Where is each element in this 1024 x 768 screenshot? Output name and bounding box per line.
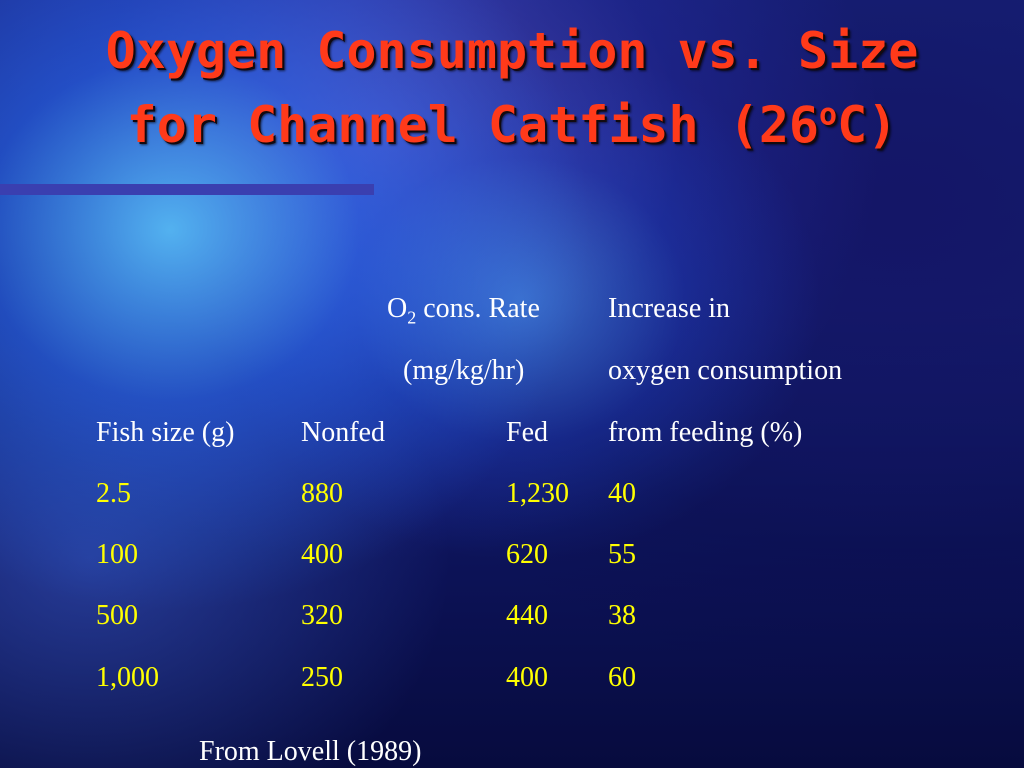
row-1-nonfed: 880 <box>301 478 343 509</box>
row-1-fed: 1,230 <box>506 478 569 509</box>
increase-header-line-3: from feeding (%) <box>608 417 803 448</box>
increase-header-line-2: oxygen consumption <box>608 355 843 386</box>
o2-symbol: O <box>387 293 408 324</box>
degree-symbol: o <box>819 97 838 133</box>
row-1-increase: 40 <box>608 478 636 509</box>
row-1-fish-size: 2.5 <box>96 478 131 509</box>
row-2-fish-size: 100 <box>96 539 138 570</box>
row-4-increase: 60 <box>608 662 636 693</box>
row-2-fed: 620 <box>506 539 548 570</box>
slide-title-line-2: for Channel Catfish (26oC) <box>0 88 1024 162</box>
row-3-fed: 440 <box>506 600 548 631</box>
units-header: (mg/kg/hr) <box>403 355 525 386</box>
fish-size-header: Fish size (g) <box>96 417 235 448</box>
row-4-fed: 400 <box>506 662 548 693</box>
fed-header: Fed <box>506 417 548 448</box>
row-4-nonfed: 250 <box>301 662 343 693</box>
row-4-fish-size: 1,000 <box>96 662 159 693</box>
o2-rate-label: cons. Rate <box>416 293 540 324</box>
o2-rate-header: O2 cons. Rate <box>387 293 540 328</box>
row-3-nonfed: 320 <box>301 600 343 631</box>
source-citation: From Lovell (1989) <box>199 736 422 767</box>
row-2-nonfed: 400 <box>301 539 343 570</box>
o2-subscript: 2 <box>407 307 417 328</box>
row-2-increase: 55 <box>608 539 636 570</box>
row-3-increase: 38 <box>608 600 636 631</box>
title-underline-bar <box>0 184 374 195</box>
nonfed-header: Nonfed <box>301 417 385 448</box>
row-3-fish-size: 500 <box>96 600 138 631</box>
slide-title: Oxygen Consumption vs. Size for Channel … <box>0 14 1024 162</box>
increase-header-line-1: Increase in <box>608 293 731 324</box>
slide-title-line-1: Oxygen Consumption vs. Size <box>105 22 919 80</box>
title-line-2-prefix: for Channel Catfish (26 <box>126 96 820 154</box>
title-line-2-suffix: C) <box>837 96 898 154</box>
